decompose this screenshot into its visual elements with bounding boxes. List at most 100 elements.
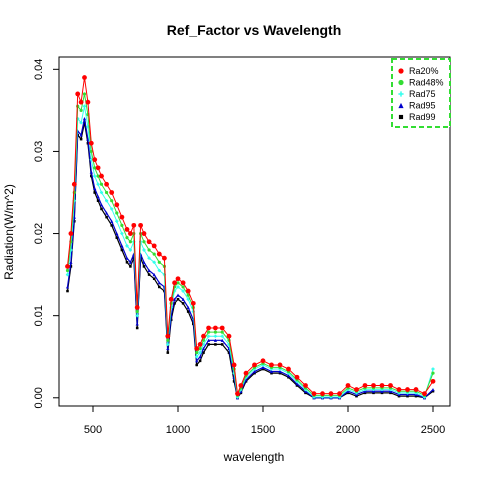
data-point — [120, 231, 124, 236]
data-point — [89, 149, 93, 154]
data-point — [261, 367, 265, 371]
data-point — [127, 231, 133, 236]
y-tick-label: 0.01 — [33, 305, 45, 326]
y-tick-label: 0.00 — [33, 387, 45, 408]
data-point — [105, 215, 108, 219]
data-point — [110, 219, 114, 223]
data-point — [131, 222, 137, 228]
y-tick-label: 0.04 — [33, 59, 45, 80]
data-point — [431, 387, 435, 392]
data-point — [244, 380, 248, 383]
data-point — [95, 165, 101, 171]
data-point — [99, 190, 104, 195]
data-point — [431, 389, 435, 393]
data-point — [158, 285, 161, 289]
data-point — [138, 222, 144, 228]
data-point — [243, 370, 249, 376]
data-point — [213, 334, 217, 338]
data-point — [65, 268, 70, 273]
data-point — [195, 355, 199, 359]
data-point — [354, 392, 359, 397]
data-point — [346, 389, 350, 393]
data-point — [396, 387, 402, 392]
data-point — [405, 392, 410, 397]
data-point — [186, 293, 190, 297]
data-point — [165, 333, 171, 339]
data-point — [125, 244, 129, 248]
data-point — [278, 369, 282, 374]
data-point — [128, 248, 132, 252]
data-point — [231, 362, 237, 368]
data-point — [176, 285, 180, 289]
data-point — [85, 99, 91, 105]
data-point — [89, 170, 93, 174]
data-point — [78, 99, 84, 105]
data-point — [389, 391, 392, 395]
data-point — [181, 285, 185, 289]
data-point — [152, 277, 156, 280]
series-Ra20% — [65, 75, 436, 397]
data-point — [198, 346, 202, 351]
data-point — [90, 174, 93, 178]
data-point — [337, 391, 342, 397]
data-point — [120, 223, 124, 227]
data-point — [286, 374, 291, 378]
legend-label: Ra20% — [409, 66, 439, 76]
x-axis: 500 1000 1500 2000 2500 — [84, 406, 445, 436]
legend-marker — [398, 79, 404, 86]
data-point — [69, 260, 73, 264]
legend-label: Rad48% — [409, 78, 444, 88]
data-point — [220, 334, 224, 338]
data-point — [207, 334, 211, 338]
data-point — [115, 219, 119, 223]
data-point — [190, 300, 196, 306]
data-point — [287, 375, 290, 379]
data-point — [239, 391, 243, 395]
data-point — [151, 243, 157, 249]
data-point — [157, 281, 161, 285]
data-point — [166, 342, 170, 347]
data-point — [147, 256, 151, 260]
data-point — [252, 362, 257, 368]
data-point — [185, 288, 191, 294]
data-point — [172, 280, 178, 286]
y-tick-label: 0.02 — [33, 223, 45, 244]
data-point — [295, 384, 299, 387]
data-point — [238, 383, 244, 388]
data-point — [152, 273, 156, 277]
data-point — [181, 302, 185, 305]
data-point — [128, 240, 132, 244]
data-point — [173, 302, 176, 305]
data-point — [270, 371, 273, 375]
data-point — [354, 387, 359, 392]
data-point — [202, 351, 205, 354]
data-point — [79, 108, 83, 112]
data-point — [141, 231, 147, 236]
data-point — [235, 391, 240, 397]
data-point — [79, 121, 83, 125]
data-point — [186, 297, 190, 301]
legend-marker — [398, 102, 404, 109]
data-point — [104, 181, 109, 187]
data-point — [195, 359, 199, 363]
data-point — [176, 281, 180, 285]
data-point — [135, 309, 139, 314]
data-point — [147, 248, 151, 252]
data-point — [220, 338, 224, 342]
data-point — [345, 383, 351, 388]
y-axis: 0.00 0.01 0.02 0.03 0.04 — [33, 59, 59, 408]
data-point — [422, 391, 427, 397]
data-point — [244, 378, 248, 382]
data-point — [269, 369, 274, 374]
data-point — [115, 236, 119, 239]
data-point — [431, 367, 435, 371]
y-tick-label: 0.03 — [33, 141, 45, 162]
data-point — [79, 133, 83, 137]
chart-title: Ref_Factor vs Wavelength — [167, 22, 342, 38]
data-point — [96, 199, 100, 202]
data-point — [162, 255, 167, 261]
data-point — [260, 358, 266, 364]
data-point — [82, 92, 87, 96]
data-point — [207, 330, 211, 334]
data-point — [406, 394, 409, 398]
